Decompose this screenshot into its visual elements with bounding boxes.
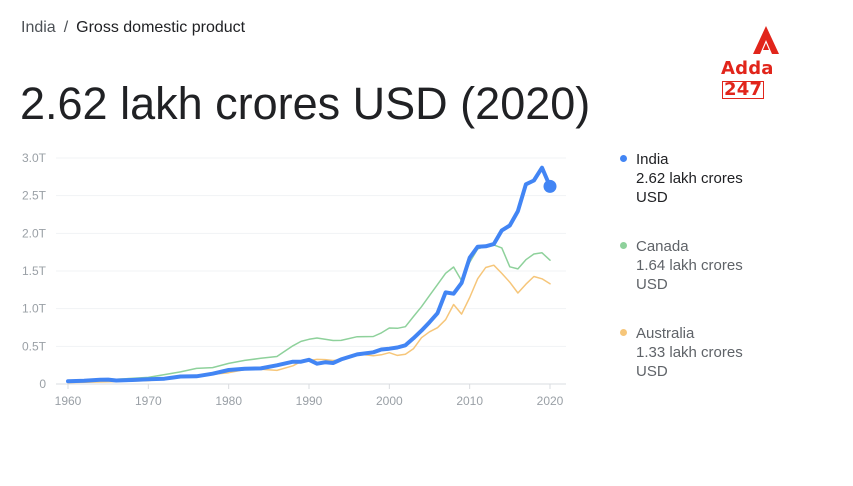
y-tick-label: 2.5T [22,189,47,203]
series-line-india [66,165,552,384]
legend-value: 2.62 lakh crores USD [636,170,743,206]
x-tick-label: 1970 [135,394,162,408]
legend-item-india[interactable]: India 2.62 lakh crores USD [620,150,820,207]
legend-name: Australia [636,325,695,342]
page-title: 2.62 lakh crores USD (2020) [20,78,591,129]
logo-number: 247 [722,79,765,100]
y-tick-label: 3.0T [22,151,47,165]
legend-value: 1.64 lakh crores USD [636,257,743,293]
x-tick-label: 1980 [215,394,242,408]
series-line-canada [67,244,551,382]
logo-word: Adda [721,58,774,79]
adda247-logo: Adda247 [721,24,811,99]
x-tick-label: 2000 [376,394,403,408]
logo-mark-icon [753,26,779,54]
legend-name: Canada [636,238,689,255]
legend-item-australia[interactable]: Australia 1.33 lakh crores USD [620,324,820,381]
x-tick-label: 2020 [537,394,564,408]
y-tick-label: 2.0T [22,226,47,240]
x-tick-label: 1960 [55,394,82,408]
x-tick-label: 1990 [296,394,323,408]
gdp-line-chart: 0 0.5T 1.0T 1.5T 2.0T 2.5T 3.0T 1960 1970 1980 19… [22,151,566,408]
series-line-australia [67,264,551,384]
legend-item-canada[interactable]: Canada 1.64 lakh crores USD [620,237,820,294]
legend-dot-icon [620,242,627,249]
y-tick-label: 0 [39,377,46,391]
y-tick-label: 1.0T [22,302,47,316]
chart-legend: India 2.62 lakh crores USD Canada 1.64 l… [620,150,820,411]
breadcrumb: India / Gross domestic product [21,19,245,37]
legend-dot-icon [620,329,627,336]
legend-name: India [636,151,669,168]
breadcrumb-current: Gross domestic product [76,19,246,36]
y-tick-label: 1.5T [22,264,47,278]
x-tick-label: 2010 [456,394,483,408]
breadcrumb-root[interactable]: India [21,19,56,36]
y-tick-label: 0.5T [22,339,47,353]
breadcrumb-separator: / [63,19,69,36]
legend-dot-icon [620,155,627,162]
india-latest-point [543,179,557,193]
legend-value: 1.33 lakh crores USD [636,344,743,380]
logo-text: Adda247 [721,58,811,100]
